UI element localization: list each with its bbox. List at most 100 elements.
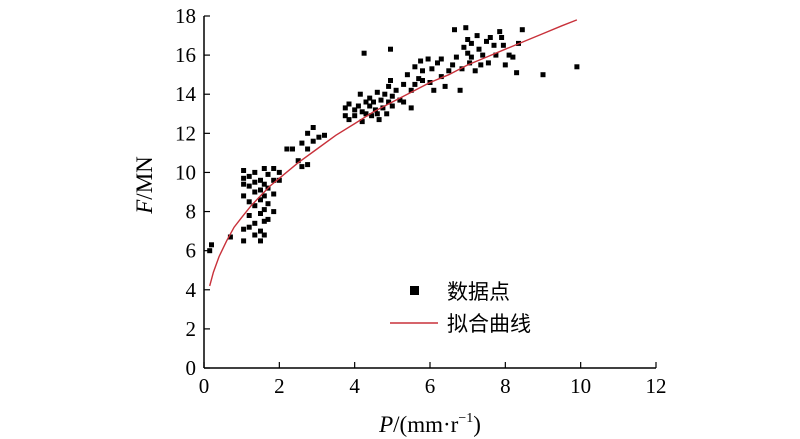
data-point [369, 113, 375, 119]
data-point [376, 117, 382, 123]
data-point [388, 78, 393, 83]
data-point [209, 242, 214, 248]
data-point [295, 158, 301, 164]
data-point [258, 228, 263, 234]
data-point [412, 64, 418, 70]
x-tick-label: 2 [274, 374, 285, 398]
data-point [305, 130, 311, 136]
legend: 数据点 拟合曲线 [390, 280, 531, 336]
data-point [284, 146, 290, 152]
data-point [388, 46, 393, 52]
data-point [493, 52, 499, 58]
data-point [446, 68, 452, 74]
data-point [261, 232, 267, 238]
y-axis-title: F/MN [132, 156, 157, 215]
data-point [258, 211, 263, 216]
data-point [514, 70, 520, 76]
data-point [241, 175, 247, 181]
data-point [487, 35, 493, 40]
data-point [438, 56, 444, 62]
data-point [476, 46, 482, 52]
data-point [425, 56, 431, 62]
data-point [258, 238, 263, 244]
x-tick-label: 4 [349, 374, 360, 398]
data-point [374, 111, 380, 117]
data-point [261, 181, 267, 187]
data-point [227, 234, 233, 240]
legend-label-fit: 拟合曲线 [447, 312, 531, 336]
x-tick-label: 6 [425, 374, 436, 398]
data-point [246, 183, 252, 189]
data-point [265, 201, 271, 207]
data-point [450, 62, 456, 68]
data-point [478, 62, 484, 68]
y-ticks: 0 2 4 6 8 10 12 14 16 18 [175, 4, 210, 380]
data-point [463, 25, 469, 31]
data-point [372, 107, 378, 113]
data-point [480, 52, 486, 58]
x-tick-label: 10 [570, 374, 591, 398]
data-point [258, 197, 263, 203]
y-tick-label: 18 [175, 4, 196, 28]
data-point [261, 193, 267, 199]
data-point [484, 38, 489, 44]
data-point [246, 213, 252, 218]
data-point [241, 193, 247, 199]
data-point [468, 54, 474, 60]
data-point [305, 146, 311, 152]
data-point [453, 54, 459, 60]
data-point [252, 220, 258, 226]
data-point [342, 105, 348, 111]
data-point [357, 91, 363, 97]
data-point [310, 125, 316, 130]
fit-curve [209, 19, 578, 287]
data-point [397, 97, 403, 103]
data-point [499, 35, 505, 40]
data-point [374, 89, 380, 95]
data-point [352, 107, 358, 113]
x-axis-title-close: ) [473, 412, 481, 437]
data-point [359, 109, 365, 115]
data-point [519, 27, 525, 33]
data-point [574, 64, 580, 70]
data-point [431, 87, 437, 93]
data-point [435, 60, 440, 66]
data-point [468, 40, 474, 46]
data-point [389, 93, 395, 99]
y-tick-label: 16 [175, 43, 196, 67]
x-tick-label: 0 [199, 374, 210, 398]
data-point [363, 111, 369, 117]
y-tick-label: 8 [186, 200, 197, 224]
data-point [540, 72, 546, 78]
data-point [472, 68, 478, 74]
legend-label-points: 数据点 [447, 280, 510, 304]
data-point [371, 99, 376, 105]
data-point [378, 97, 384, 103]
y-tick-label: 2 [186, 317, 197, 341]
data-point [380, 105, 386, 111]
data-point [467, 60, 473, 66]
y-tick-label: 10 [175, 160, 196, 184]
y-axis-title-unit: /MN [132, 156, 157, 200]
data-point [310, 138, 316, 144]
data-point [404, 72, 410, 78]
data-point [252, 179, 258, 185]
y-tick-label: 6 [186, 239, 197, 263]
data-point [418, 58, 424, 64]
data-point [361, 50, 367, 56]
y-tick-label: 4 [186, 278, 197, 302]
data-point [290, 146, 295, 152]
data-point [252, 203, 258, 209]
data-point [271, 191, 277, 197]
data-point [261, 166, 267, 171]
x-tick-label: 8 [500, 374, 511, 398]
data-point [412, 81, 418, 87]
data-point [271, 177, 277, 183]
data-point [465, 37, 471, 42]
data-point [261, 207, 267, 213]
data-point [355, 103, 361, 109]
x-ticks: 0 2 4 6 8 10 12 [199, 362, 667, 398]
data-point [506, 52, 512, 58]
data-point [510, 54, 516, 60]
